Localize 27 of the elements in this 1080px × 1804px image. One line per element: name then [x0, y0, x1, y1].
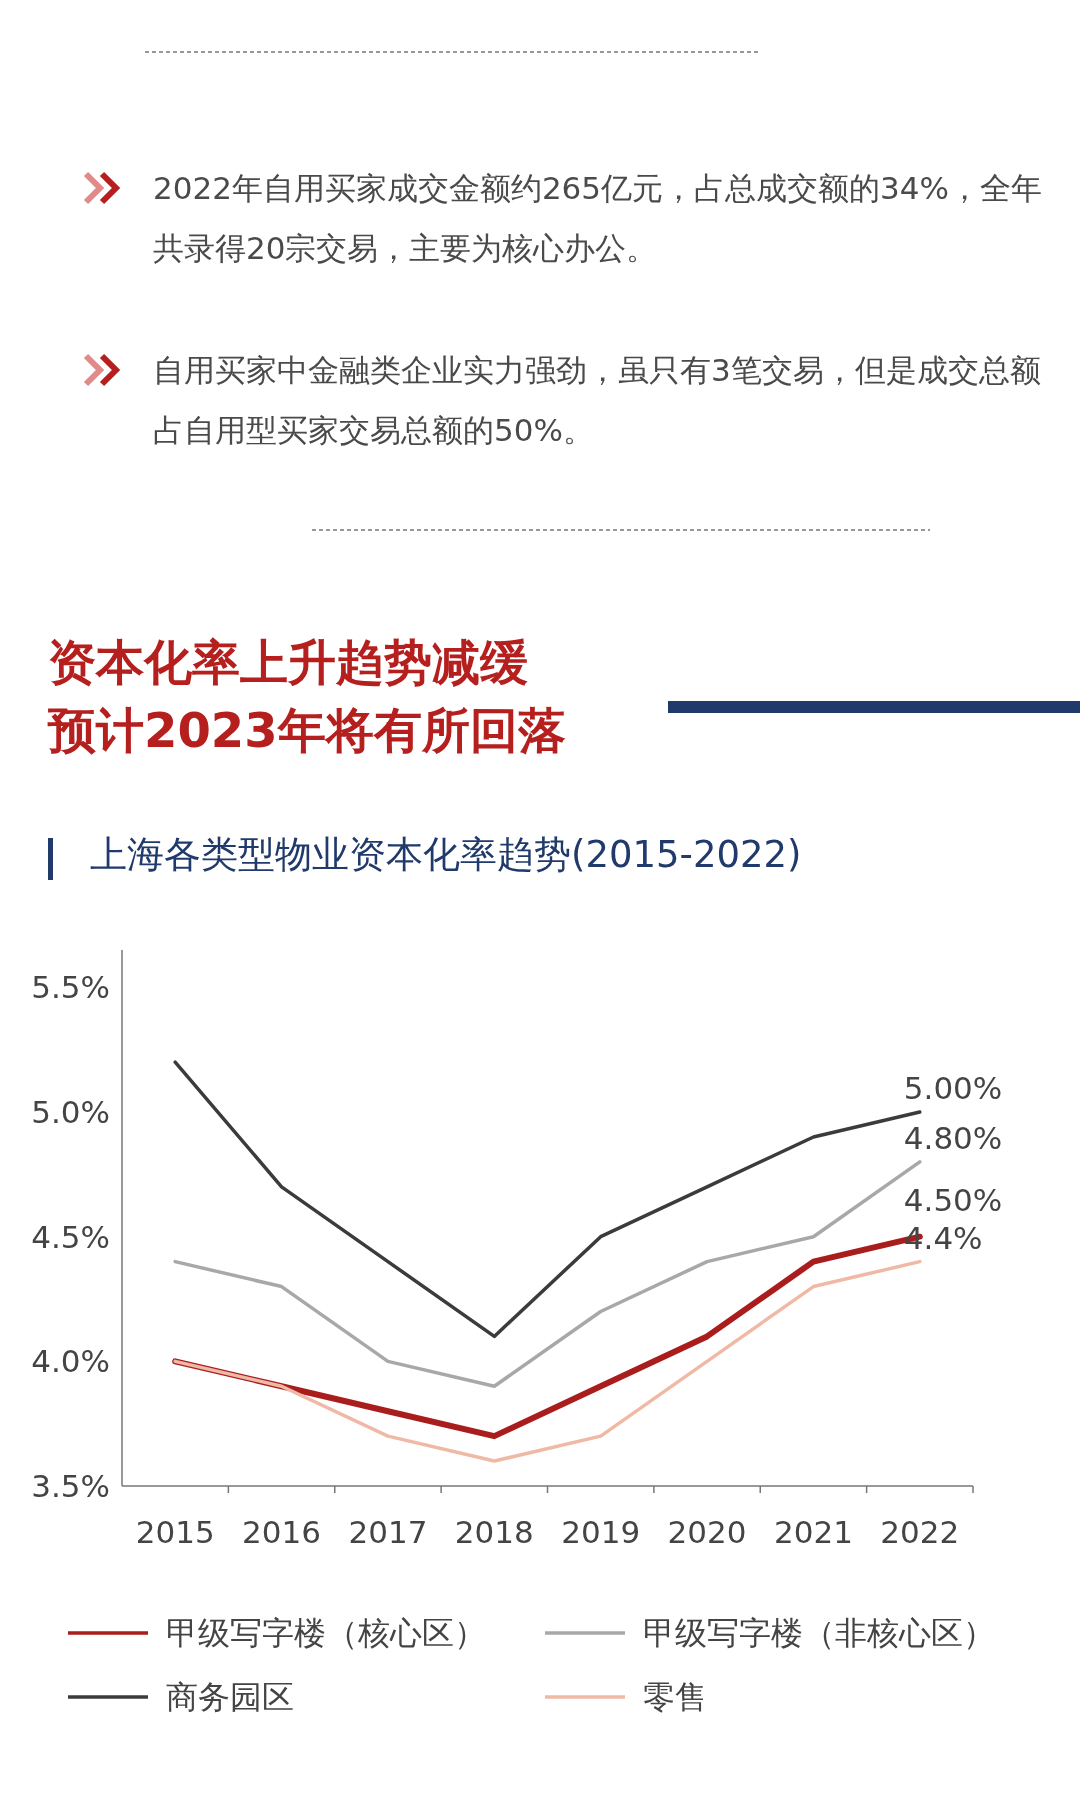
x-tick-label: 2015 — [135, 1514, 215, 1550]
legend-label: 甲级写字楼（非核心区） — [643, 1614, 995, 1652]
x-tick-label: 2020 — [667, 1514, 747, 1550]
data-label: 4.4% — [903, 1219, 983, 1256]
x-tick-label: 2016 — [242, 1514, 322, 1550]
text: 预计2023年将有所回落 — [48, 701, 566, 760]
x-tick-label: 2022 — [880, 1514, 960, 1550]
x-tick-label: 2019 — [561, 1514, 641, 1550]
y-tick-label: 4.0% — [31, 1343, 110, 1380]
text: 资本化率上升趋势减缓 — [48, 633, 528, 692]
text: 2022年自用买家成交金额约265亿元，占总成交额的34%，全年共录得20宗交易，主要为核心办公。 — [153, 169, 1043, 268]
legend-label: 商务园区 — [166, 1678, 294, 1716]
y-tick-label: 4.5% — [31, 1218, 110, 1255]
line-series — [173, 1259, 922, 1463]
x-tick-label: 2017 — [348, 1514, 428, 1550]
chart-title: 上海各类型物业资本化率趋势(2015-2022) — [90, 832, 802, 878]
legend-label: 零售 — [643, 1678, 707, 1716]
x-tick-label: 2018 — [454, 1514, 534, 1550]
y-tick-label: 5.0% — [31, 1094, 110, 1131]
text: 自用买家中金融类企业实力强劲，虽只有3笔交易，但是成交总额占自用型买家交易总额的50%。 — [153, 351, 1042, 450]
data-label: 4.50% — [903, 1181, 1003, 1218]
y-tick-label: 3.5% — [31, 1468, 110, 1504]
data-label: 4.80% — [903, 1119, 1003, 1156]
y-tick-label: 5.5% — [31, 969, 110, 1006]
x-tick-label: 2021 — [773, 1514, 853, 1550]
legend-label: 甲级写字楼（核心区） — [166, 1614, 486, 1652]
data-label: 5.00% — [903, 1070, 1003, 1107]
